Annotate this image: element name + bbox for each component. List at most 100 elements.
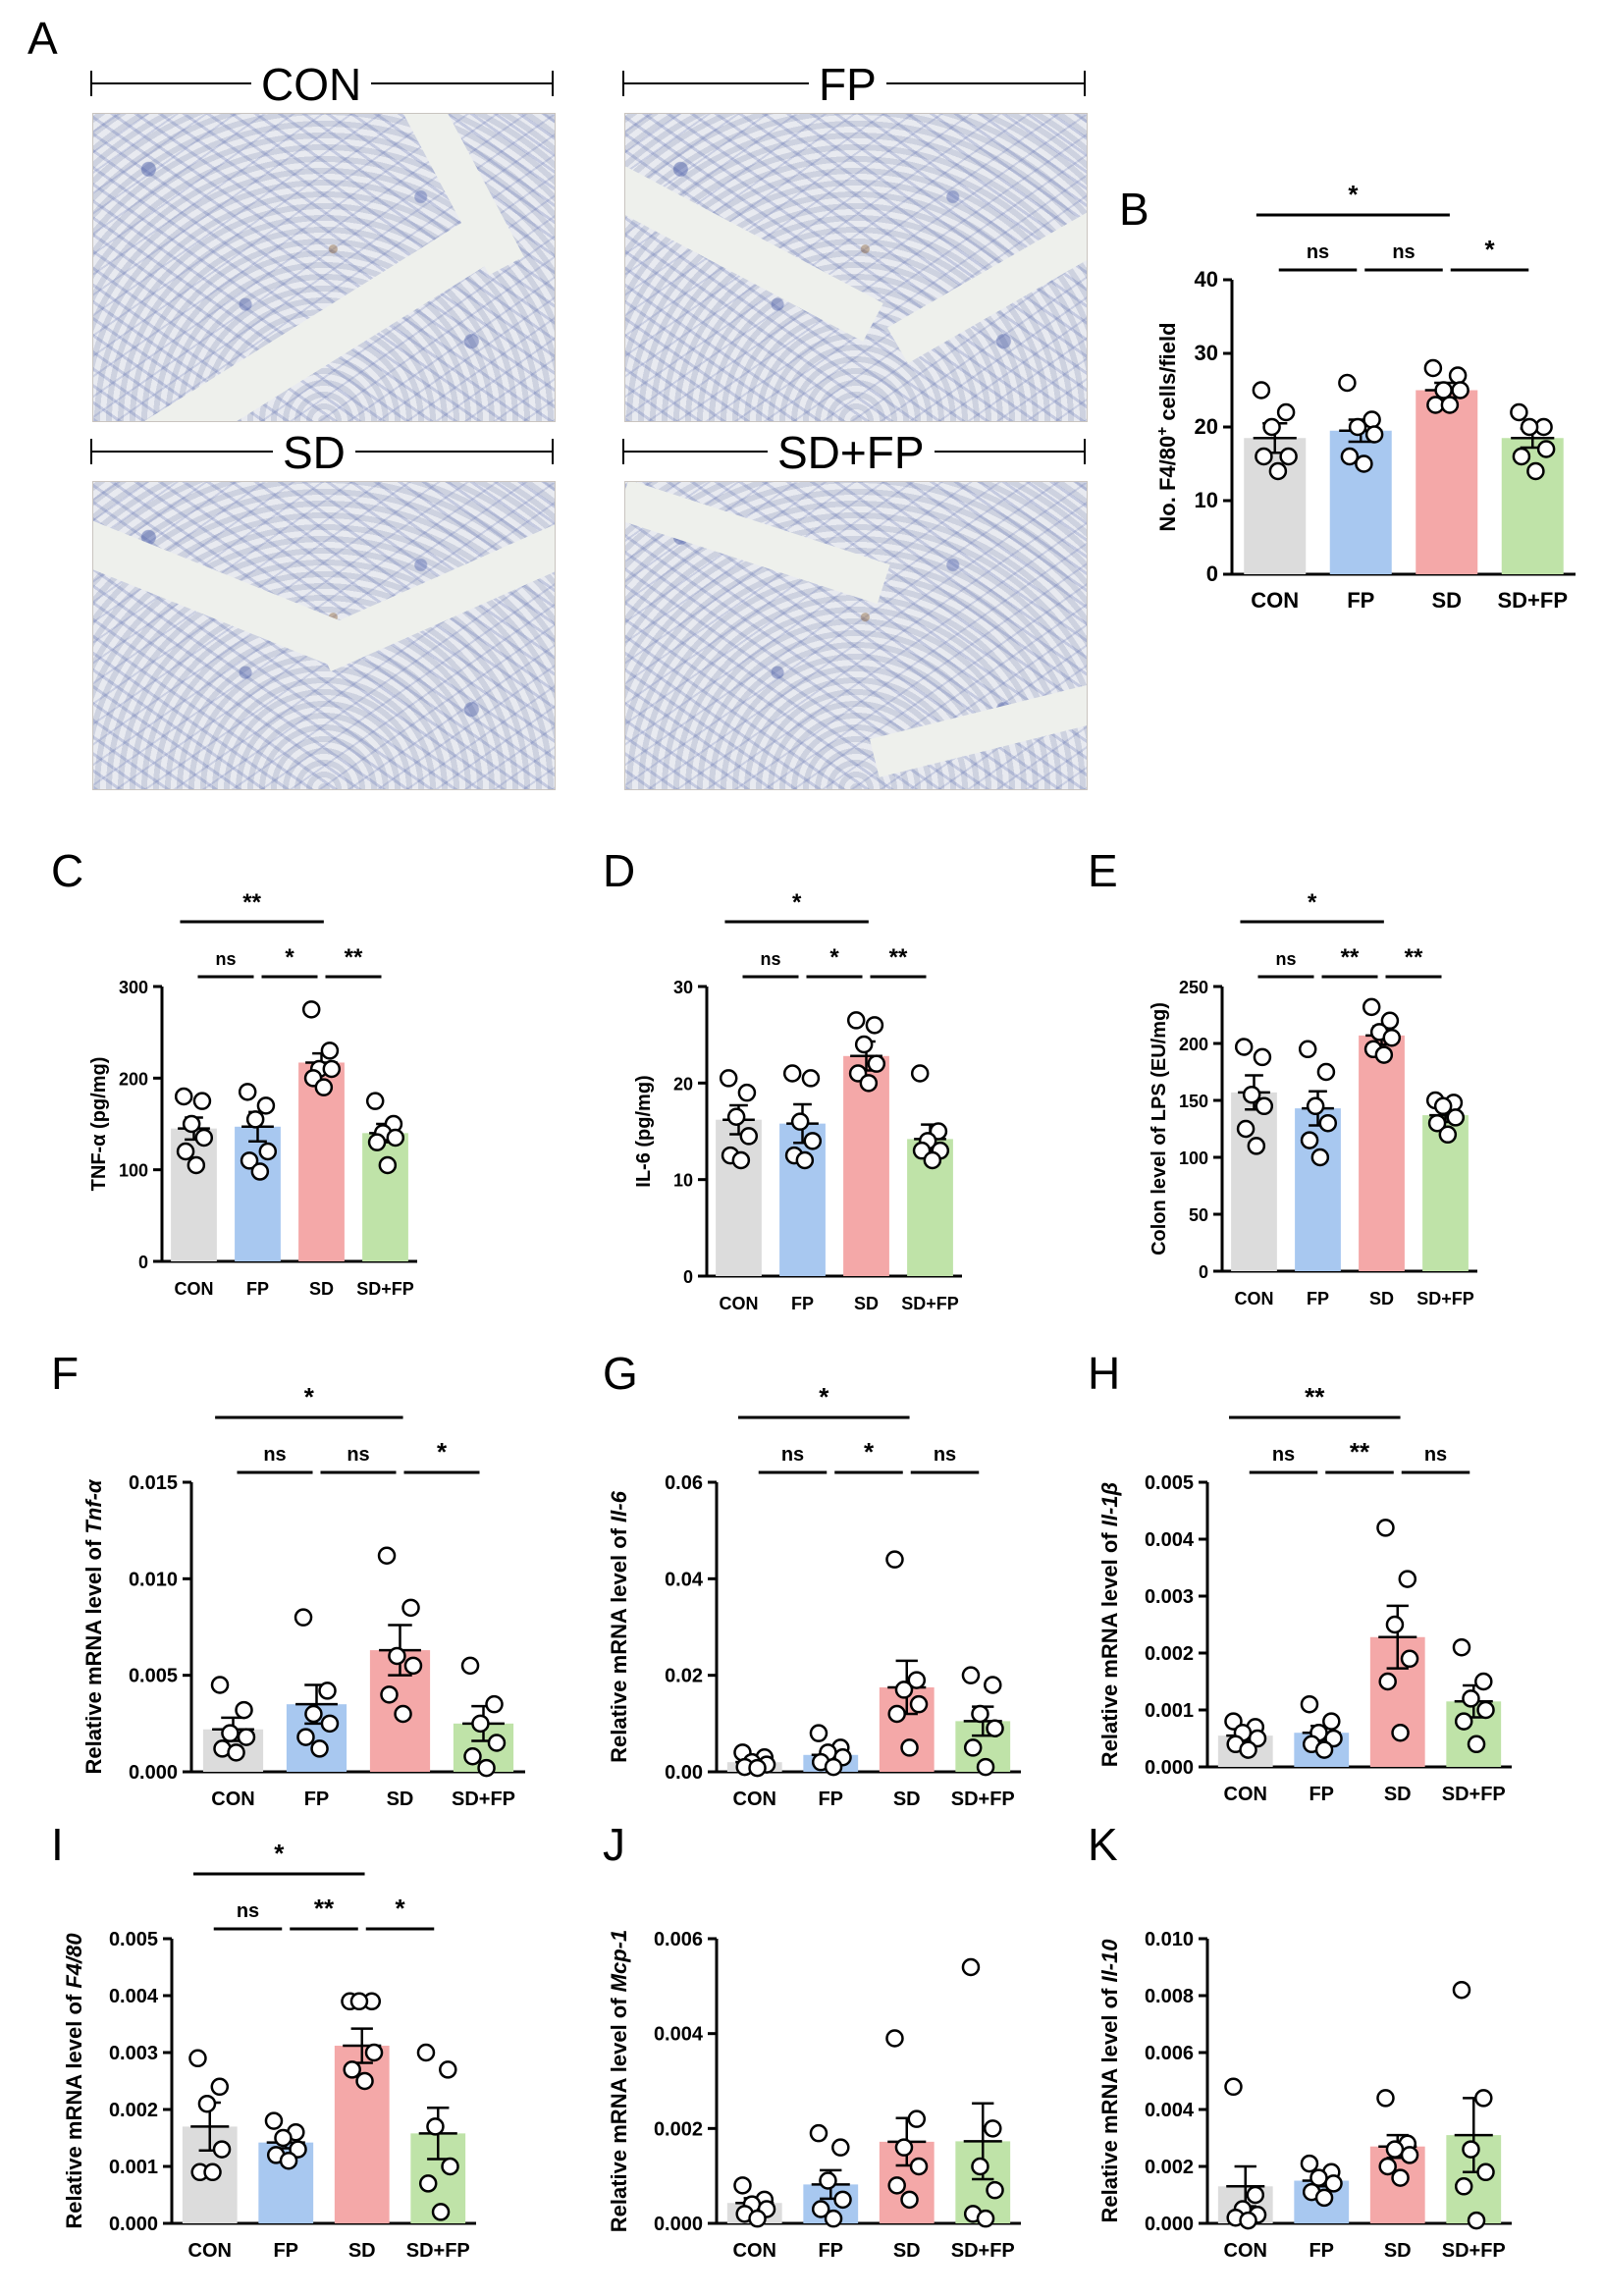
- data-point-k: [1300, 2154, 1319, 2173]
- data-point-c: [192, 1092, 212, 1110]
- data-point-d: [867, 1054, 886, 1073]
- data-point-k: [1452, 1980, 1471, 2000]
- data-point-d: [910, 1064, 930, 1083]
- data-point-e: [1316, 1062, 1336, 1082]
- data-point-b: [1252, 381, 1271, 400]
- sig-label-b: *: [1484, 235, 1495, 264]
- data-point-d: [854, 1035, 874, 1054]
- data-point-f: [320, 1714, 340, 1734]
- data-point-b: [1448, 366, 1468, 385]
- x-tick-label-f-0: CON: [211, 1789, 254, 1810]
- data-point-b: [1355, 454, 1373, 473]
- data-point-k: [1376, 2089, 1395, 2108]
- data-point-e: [1236, 1119, 1256, 1139]
- x-tick-label-h-0: CON: [1224, 1784, 1267, 1805]
- data-point-f: [485, 1694, 504, 1714]
- y-tick-label-e: 0: [1199, 1262, 1208, 1282]
- bar-c-3: [362, 1133, 408, 1261]
- data-point-g: [986, 1719, 1004, 1737]
- bar-e-0: [1231, 1092, 1277, 1271]
- bar-e-2: [1359, 1035, 1405, 1271]
- data-point-i: [197, 2094, 217, 2113]
- data-point-j: [900, 2190, 919, 2210]
- sig-label-h: **: [1350, 1437, 1370, 1467]
- x-tick-label-i-0: CON: [188, 2240, 232, 2262]
- data-point-d: [719, 1069, 738, 1088]
- bar-e-1: [1295, 1108, 1341, 1271]
- y-tick-label-c: 200: [119, 1069, 148, 1089]
- data-point-j: [986, 2180, 1004, 2200]
- x-tick-label-c-3: SD+FP: [356, 1279, 414, 1299]
- x-tick-label-j-2: SD: [893, 2240, 921, 2262]
- data-point-e: [1318, 1113, 1338, 1133]
- y-tick-label-i: 0.003: [109, 2043, 158, 2064]
- data-point-c: [378, 1155, 398, 1175]
- data-point-i: [210, 2077, 230, 2097]
- y-tick-label-h: 0.004: [1145, 1529, 1195, 1551]
- data-point-c: [314, 1078, 334, 1096]
- x-tick-label-d-2: SD: [854, 1294, 879, 1313]
- data-point-e: [1298, 1040, 1317, 1059]
- data-point-e: [1242, 1085, 1261, 1104]
- data-point-b: [1512, 447, 1531, 466]
- x-tick-label-e-1: FP: [1307, 1289, 1329, 1308]
- data-point-i: [203, 2163, 222, 2182]
- sig-label-d: *: [829, 944, 839, 971]
- sig-label-h: **: [1305, 1382, 1325, 1412]
- data-point-f: [394, 1704, 412, 1724]
- data-point-k: [1314, 2188, 1334, 2208]
- sig-label-f: ns: [263, 1444, 286, 1466]
- data-point-g: [885, 1550, 904, 1569]
- data-point-i: [426, 2117, 445, 2136]
- x-tick-label-k-2: SD: [1384, 2240, 1412, 2262]
- x-tick-label-j-3: SD+FP: [951, 2240, 1015, 2262]
- data-point-d: [865, 1016, 884, 1035]
- data-point-g: [971, 1704, 989, 1724]
- y-tick-label-d: 20: [673, 1074, 693, 1094]
- chart-b-f4-80-cells: 0 10 20 30 40 No. F4/80+ cells/field CON FP SD SD…: [1154, 180, 1576, 613]
- data-point-f: [237, 1728, 256, 1746]
- data-point-b: [1526, 461, 1545, 481]
- y-tick-label-e: 50: [1189, 1205, 1208, 1225]
- data-point-j: [811, 2200, 830, 2218]
- data-point-j: [748, 2209, 767, 2228]
- y-tick-label-h: 0.000: [1145, 1757, 1194, 1779]
- sig-label-e: **: [1405, 944, 1423, 971]
- data-point-i: [418, 2174, 438, 2193]
- data-point-e: [1306, 1096, 1325, 1116]
- y-tick-label-i: 0.001: [109, 2157, 158, 2178]
- chart-j-mcp-1-mrna: 0.000 0.002 0.004 0.006 Relative mRNA level …: [607, 1929, 1021, 2262]
- sig-label-h: ns: [1424, 1444, 1447, 1466]
- histology-label-con: CON: [251, 62, 372, 107]
- data-point-k: [1239, 2211, 1257, 2230]
- panel-label-d: D: [603, 845, 636, 896]
- data-point-g: [894, 1681, 914, 1699]
- chart-i-f4-80-mrna: 0.000 0.001 0.002 0.003 0.004 0.005 Relative m…: [62, 1839, 476, 2262]
- data-point-j: [733, 2176, 752, 2195]
- x-tick-label-k-3: SD+FP: [1442, 2240, 1506, 2262]
- data-point-d: [923, 1150, 942, 1170]
- data-point-j: [909, 2157, 929, 2176]
- bar-d-2: [843, 1055, 889, 1276]
- sig-label-i: *: [395, 1894, 405, 1923]
- y-tick-label-f: 0.015: [129, 1472, 178, 1494]
- y-tick-label-d: 0: [683, 1267, 693, 1287]
- x-tick-label-i-3: SD+FP: [406, 2240, 470, 2262]
- data-point-d: [737, 1083, 757, 1102]
- data-point-e: [1427, 1113, 1447, 1133]
- data-point-j: [984, 2119, 1002, 2138]
- x-tick-label-e-2: SD: [1369, 1289, 1394, 1308]
- panel-label-e: E: [1088, 845, 1118, 896]
- data-point-i: [274, 2128, 293, 2148]
- chart-h-il-1b-mrna: 0.000 0.001 0.002 0.003 0.004 0.005 Relative m…: [1097, 1382, 1512, 1805]
- data-point-f: [401, 1598, 420, 1618]
- sig-label-c: *: [285, 944, 294, 971]
- data-point-h: [1385, 1615, 1405, 1634]
- data-point-j: [809, 2123, 828, 2143]
- data-point-f: [296, 1728, 315, 1746]
- sig-label-b: ns: [1392, 241, 1415, 263]
- data-point-c: [322, 1059, 342, 1079]
- bar-b-3: [1501, 438, 1564, 574]
- data-point-i: [431, 2203, 451, 2221]
